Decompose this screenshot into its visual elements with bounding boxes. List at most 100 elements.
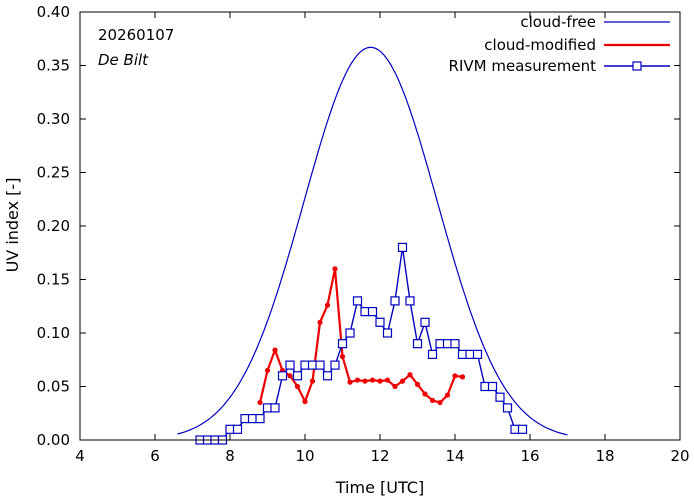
cloud-modified-point bbox=[384, 377, 391, 383]
x-tick-label: 16 bbox=[520, 447, 539, 465]
cloud-modified-point bbox=[302, 398, 308, 405]
x-tick-label: 6 bbox=[150, 447, 160, 465]
rivm-measurement-point bbox=[510, 424, 520, 434]
cloud-modified-point bbox=[444, 392, 451, 398]
rivm-measurement-point bbox=[420, 317, 430, 327]
cloud-modified-point bbox=[399, 378, 406, 384]
rivm-measurement-point bbox=[382, 328, 393, 338]
rivm-measurement-point bbox=[397, 242, 408, 252]
rivm-measurement-point bbox=[405, 296, 415, 306]
rivm-measurement-point bbox=[450, 339, 460, 349]
rivm-measurement-point bbox=[292, 371, 303, 381]
legend-label-cloud-free: cloud-free bbox=[520, 13, 596, 31]
cloud-modified-point bbox=[369, 377, 376, 383]
location-annotation: De Bilt bbox=[98, 51, 149, 69]
rivm-measurement-point bbox=[435, 339, 445, 349]
y-tick-label: 0.35 bbox=[37, 57, 70, 75]
y-tick-label: 0.15 bbox=[37, 271, 70, 289]
rivm-measurement-point bbox=[330, 360, 340, 370]
rivm-measurement-point bbox=[465, 349, 475, 359]
cloud-modified-point bbox=[257, 399, 263, 406]
rivm-measurement-point bbox=[337, 339, 348, 349]
rivm-measurement-point bbox=[427, 349, 438, 359]
rivm-measurement-point bbox=[495, 392, 505, 402]
x-tick-label: 18 bbox=[595, 447, 614, 465]
rivm-measurement-point bbox=[472, 349, 483, 359]
rivm-measurement-point bbox=[442, 339, 453, 349]
cloud-modified-point bbox=[347, 379, 353, 385]
date-annotation: 20260107 bbox=[98, 26, 174, 44]
rivm-measurement-point bbox=[487, 381, 498, 392]
x-tick-label: 20 bbox=[670, 447, 689, 465]
rivm-measurement-point bbox=[315, 360, 325, 370]
cloud-modified-point bbox=[362, 378, 368, 384]
cloud-modified-point bbox=[422, 391, 428, 397]
rivm-measurement-point bbox=[247, 414, 258, 424]
cloud-modified-point bbox=[377, 378, 383, 384]
x-tick-label: 10 bbox=[295, 447, 314, 465]
y-tick-label: 0.40 bbox=[37, 3, 70, 21]
rivm-measurement-point bbox=[480, 381, 490, 392]
rivm-measurement-point bbox=[367, 307, 378, 317]
rivm-measurement-point bbox=[390, 296, 400, 306]
y-tick-label: 0.30 bbox=[37, 110, 70, 128]
rivm-measurement-point bbox=[307, 360, 318, 370]
rivm-measurement-point bbox=[412, 339, 423, 349]
cloud-modified-point bbox=[272, 347, 278, 353]
cloud-modified-point bbox=[392, 383, 398, 390]
rivm-measurement-point bbox=[322, 371, 333, 381]
rivm-measurement-point bbox=[300, 360, 310, 370]
legend-label-cloud-modified: cloud-modified bbox=[484, 36, 596, 54]
rivm-measurement-point bbox=[517, 424, 528, 434]
rivm-measurement-point bbox=[225, 424, 235, 434]
cloud-modified-point bbox=[459, 374, 466, 380]
legend-marker-rivm-measurement bbox=[632, 61, 642, 71]
y-tick-label: 0.00 bbox=[37, 431, 70, 449]
rivm-measurement-point bbox=[457, 349, 468, 359]
cloud-modified-point bbox=[407, 372, 413, 378]
plot-frame bbox=[79, 11, 681, 441]
rivm-measurement-point bbox=[360, 307, 370, 317]
rivm-measurement-point bbox=[255, 414, 265, 424]
x-tick-label: 4 bbox=[75, 447, 85, 465]
cloud-modified-point bbox=[437, 399, 443, 406]
cloud-modified-point bbox=[317, 319, 323, 325]
rivm-measurement-point bbox=[345, 328, 355, 338]
legend-label-rivm-measurement: RIVM measurement bbox=[449, 57, 597, 75]
x-tick-label: 14 bbox=[445, 447, 464, 465]
rivm-measurement-point bbox=[262, 403, 273, 413]
cloud-modified-point bbox=[452, 373, 458, 379]
cloud-modified-point bbox=[414, 381, 421, 387]
x-axis-label: Time [UTC] bbox=[335, 478, 424, 497]
cloud-modified-point bbox=[294, 383, 301, 390]
cloud-modified-point bbox=[354, 377, 361, 383]
rivm-measurement-point bbox=[240, 414, 250, 424]
y-tick-label: 0.25 bbox=[37, 164, 70, 182]
series-line-cloud-free bbox=[177, 46, 568, 436]
y-tick-label: 0.10 bbox=[37, 324, 70, 342]
series-line-rivm-measurement bbox=[200, 247, 523, 441]
cloud-modified-point bbox=[287, 373, 293, 379]
cloud-modified-point bbox=[332, 266, 338, 272]
ticks-layer: 4 6 8 10 12 14 16 18 20 0.00 0.05 0.10 0.15 0.20 0.25 0… bbox=[37, 3, 690, 465]
cloud-modified-point bbox=[309, 378, 316, 384]
series-layer bbox=[177, 46, 568, 445]
rivm-measurement-point bbox=[502, 403, 513, 413]
x-tick-label: 8 bbox=[225, 447, 235, 465]
rivm-measurement-point bbox=[270, 403, 280, 413]
cloud-modified-point bbox=[264, 367, 271, 374]
rivm-measurement-point bbox=[285, 360, 295, 370]
rivm-measurement-point bbox=[352, 296, 363, 306]
rivm-measurement-point bbox=[232, 424, 243, 434]
rivm-measurement-point bbox=[277, 371, 288, 381]
legend: cloud-free cloud-modified RIVM measureme… bbox=[449, 13, 670, 75]
y-tick-label: 0.05 bbox=[37, 378, 70, 396]
y-axis-label: UV index [-] bbox=[3, 178, 22, 273]
x-tick-label: 12 bbox=[370, 447, 389, 465]
rivm-measurement-point bbox=[375, 317, 385, 327]
y-tick-label: 0.20 bbox=[37, 217, 70, 235]
series-line-cloud-modified bbox=[258, 268, 463, 405]
cloud-modified-point bbox=[339, 353, 346, 360]
cloud-modified-point bbox=[429, 397, 436, 404]
